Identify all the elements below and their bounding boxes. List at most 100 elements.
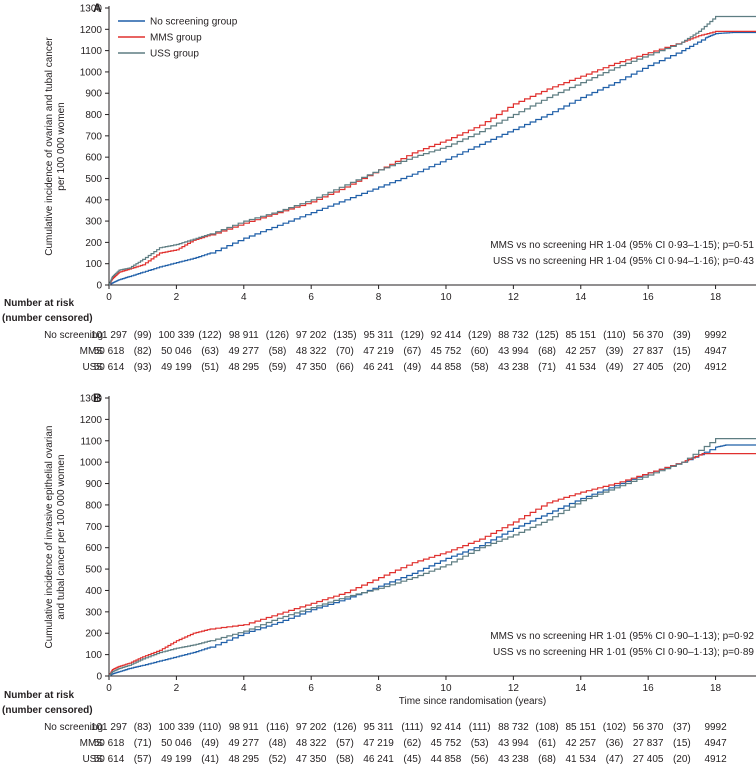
- panel-label: B: [93, 391, 102, 405]
- y-tick-label: 0: [96, 281, 102, 292]
- y-tick-label: 500: [85, 174, 102, 185]
- risk-censored: (51): [201, 362, 219, 373]
- y-tick-label: 100: [85, 259, 102, 270]
- risk-censored: (56): [471, 754, 489, 765]
- risk-count: 56 370: [633, 722, 664, 733]
- risk-censored: (41): [201, 754, 219, 765]
- risk-censored: (37): [673, 722, 691, 733]
- risk-censored: (126): [333, 722, 356, 733]
- chart-panel-b: B010020030040050060070080090010001100120…: [2, 391, 756, 765]
- risk-censored: (49): [201, 738, 219, 749]
- risk-count: 85 151: [565, 722, 596, 733]
- y-tick-label: 800: [85, 500, 102, 511]
- series-line-uss: [109, 438, 756, 677]
- x-tick-label: 16: [643, 683, 655, 694]
- risk-censored: (110): [199, 722, 222, 733]
- risk-count: 97 202: [296, 722, 327, 733]
- risk-censored: (111): [469, 722, 491, 733]
- y-tick-label: 200: [85, 238, 102, 249]
- risk-row-label: No screening: [44, 722, 103, 733]
- risk-count: 48 295: [228, 754, 259, 765]
- x-tick-label: 10: [440, 683, 452, 694]
- y-tick-label: 0: [96, 672, 102, 683]
- risk-count: 42 257: [565, 346, 596, 357]
- risk-censored: (61): [538, 738, 556, 749]
- y-tick-label: 1000: [80, 458, 103, 469]
- y-tick-label: 700: [85, 522, 102, 533]
- risk-censored: (102): [603, 722, 626, 733]
- y-tick-label: 300: [85, 217, 102, 228]
- risk-censored: (57): [336, 738, 354, 749]
- risk-count: 42 257: [565, 738, 596, 749]
- risk-count: 95 311: [364, 722, 394, 733]
- risk-censored: (59): [269, 362, 287, 373]
- risk-censored: (67): [403, 346, 421, 357]
- risk-count: 4947: [704, 346, 727, 357]
- x-tick-label: 18: [710, 292, 722, 303]
- risk-censored: (45): [403, 754, 421, 765]
- risk-count: 47 350: [296, 754, 327, 765]
- risk-censored: (20): [673, 754, 691, 765]
- series-line-no-screening: [109, 31, 756, 286]
- x-tick-label: 14: [575, 292, 587, 303]
- risk-count: 27 837: [633, 346, 664, 357]
- risk-censored: (82): [134, 346, 152, 357]
- risk-censored: (63): [201, 346, 219, 357]
- risk-censored: (122): [198, 330, 221, 341]
- risk-censored: (93): [134, 362, 152, 373]
- risk-count: 97 202: [296, 330, 327, 341]
- risk-count: 4947: [704, 738, 727, 749]
- series-line-uss: [109, 15, 756, 286]
- risk-censored: (125): [535, 330, 558, 341]
- risk-count: 48 322: [296, 346, 327, 357]
- risk-table-header: Number at risk: [4, 690, 74, 701]
- y-tick-label: 900: [85, 479, 102, 490]
- x-tick-label: 10: [440, 292, 452, 303]
- y-tick-label: 1200: [80, 25, 103, 36]
- risk-censored: (20): [673, 362, 691, 373]
- x-tick-label: 0: [106, 292, 112, 303]
- legend-label: MMS group: [150, 33, 202, 44]
- risk-count: 43 238: [498, 362, 529, 373]
- risk-count: 43 994: [498, 738, 529, 749]
- x-tick-label: 8: [376, 292, 382, 303]
- risk-censored: (58): [471, 362, 489, 373]
- hr-annotation: MMS vs no screening HR 1·04 (95% CI 0·93…: [490, 240, 754, 251]
- y-axis-label: Cumulative incidence of ovarian and tuba…: [44, 37, 55, 256]
- risk-censored: (135): [333, 330, 356, 341]
- risk-censored: (129): [401, 330, 424, 341]
- risk-count: 92 414: [431, 722, 462, 733]
- y-tick-label: 900: [85, 89, 102, 100]
- risk-count: 50 046: [161, 346, 192, 357]
- risk-row-label: USS: [82, 362, 103, 373]
- risk-row-label: USS: [82, 754, 103, 765]
- x-tick-label: 2: [174, 292, 180, 303]
- risk-count: 98 911: [229, 330, 259, 341]
- y-tick-label: 100: [85, 650, 102, 661]
- y-tick-label: 300: [85, 607, 102, 618]
- risk-censored: (129): [468, 330, 491, 341]
- risk-count: 50 046: [161, 738, 192, 749]
- y-tick-label: 400: [85, 586, 102, 597]
- legend-label: USS group: [150, 49, 199, 60]
- risk-count: 47 219: [363, 346, 394, 357]
- risk-count: 41 534: [565, 362, 596, 373]
- risk-count: 101 297: [91, 330, 128, 341]
- risk-table-subheader: (number censored): [2, 705, 93, 716]
- risk-count: 48 295: [228, 362, 259, 373]
- hr-annotation: USS vs no screening HR 1·04 (95% CI 0·94…: [493, 256, 754, 267]
- y-axis-label: per 100 000 women: [56, 102, 67, 190]
- risk-count: 27 405: [633, 754, 664, 765]
- risk-count: 50 618: [94, 346, 125, 357]
- risk-censored: (15): [673, 738, 691, 749]
- risk-count: 27 405: [633, 362, 664, 373]
- risk-censored: (36): [606, 738, 624, 749]
- risk-censored: (53): [471, 738, 489, 749]
- risk-count: 50 618: [94, 738, 125, 749]
- risk-censored: (49): [403, 362, 421, 373]
- risk-censored: (116): [266, 722, 289, 733]
- y-tick-label: 1100: [80, 46, 102, 57]
- risk-censored: (68): [538, 754, 556, 765]
- risk-count: 43 238: [498, 754, 529, 765]
- risk-censored: (126): [266, 330, 289, 341]
